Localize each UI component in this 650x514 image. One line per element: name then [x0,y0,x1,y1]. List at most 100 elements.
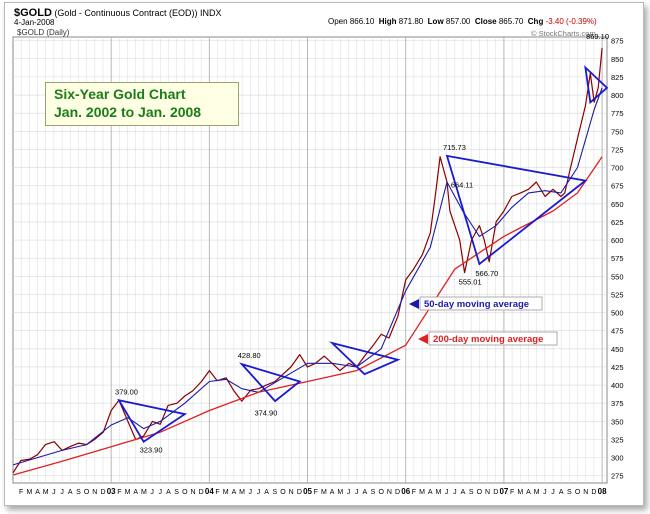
ma50-line [12,87,603,466]
x-tick-label: 06 [401,487,410,496]
x-tick-label: M [419,489,425,496]
x-tick-label: N [485,489,490,496]
x-tick-label: A [362,489,367,496]
x-tick-label: O [575,489,581,496]
x-tick-label: M [337,489,343,496]
x-tick-label: D [297,489,302,496]
y-tick-label: 775 [611,109,624,118]
price-annotation: 323.90 [140,445,163,454]
price-annotation: 715.73 [443,143,466,152]
x-tick-label: M [239,489,245,496]
x-tick-label: 07 [499,487,508,496]
x-tick-label: S [174,489,179,496]
trendline-triangle [445,154,588,266]
x-tick-label: N [92,489,97,496]
chart-date: 4-Jan-2008 [14,18,55,27]
x-tick-label: J [445,489,449,496]
x-tick-label: F [314,489,318,496]
x-tick-label: 08 [598,487,607,496]
y-tick-label: 300 [611,454,624,463]
quote-summary: Open 866.10 High 871.80 Low 857.00 Close… [328,17,597,26]
high-label: High [378,17,397,26]
y-tick-label: 375 [611,399,624,408]
price-chart: 275 300 325 350 375 400 425 450 475 500 525 550 575 6… [12,32,624,496]
x-tick-label: F [215,489,219,496]
x-tick-label: N [190,489,195,496]
x-tick-label: O [182,489,188,496]
x-tick-label: J [355,489,359,496]
ticker-symbol: $GOLD [14,7,52,19]
x-tick-label: A [559,489,564,496]
y-tick-label: 625 [611,218,624,227]
x-tick-label: D [591,489,596,496]
chart-header: $GOLD (Gold - Continuous Contract (EOD))… [14,7,222,19]
x-tick-label: O [477,489,483,496]
x-tick-label: A [68,489,73,496]
x-tick-label: F [412,489,416,496]
x-tick-label: O [280,489,286,496]
x-tick-label: A [166,489,171,496]
y-tick-label: 750 [611,127,624,136]
open-label: Open [328,17,348,26]
stockcharts-watermark: © StockCharts.com [531,29,596,38]
y-tick-label: 550 [611,272,624,281]
x-tick-label: D [199,489,204,496]
y-tick-label: 275 [611,472,624,481]
x-tick-label: A [133,489,138,496]
trendline-triangle [117,398,188,443]
x-tick-label: S [76,489,81,496]
price-annotation: 374.90 [254,408,277,417]
y-tick-label: 825 [611,73,624,82]
x-tick-label: J [347,489,351,496]
exchange-label: INDX [199,8,222,18]
y-tick-label: 725 [611,145,624,154]
x-tick-label: S [567,489,572,496]
x-tick-label: 04 [205,487,214,496]
y-tick-label: 450 [611,345,624,354]
callout-box [428,331,558,346]
price-annotation: 555.01 [459,278,482,287]
x-tick-label: J [257,489,261,496]
title-line-1: Six-Year Gold Chart [54,86,186,102]
chart-frame: $GOLD (Gold - Continuous Contract (EOD))… [4,2,644,506]
x-tick-label: J [453,489,457,496]
x-tick-label: M [125,489,131,496]
x-tick-label: F [117,489,121,496]
callout-label: 50-day moving average [424,299,529,310]
x-tick-label: A [330,489,335,496]
low-value: 857.00 [445,17,471,26]
price-annotation: 428.80 [238,351,261,360]
y-tick-label: 575 [611,254,624,263]
ma200-line [12,156,603,476]
x-tick-label: A [526,489,531,496]
x-tick-label: J [52,489,56,496]
x-tick-label: F [510,489,514,496]
x-tick-label: M [43,489,49,496]
x-tick-label: M [534,489,540,496]
title-line-2: Jan. 2002 to Jan. 2008 [54,104,202,120]
x-tick-label: J [159,489,163,496]
y-tick-label: 525 [611,290,624,299]
y-tick-label: 500 [611,309,624,318]
x-tick-label: D [493,489,498,496]
x-tick-label: O [84,489,90,496]
x-tick-label: J [150,489,154,496]
y-tick-label: 475 [611,327,624,336]
y-tick-label: 600 [611,236,624,245]
x-tick-label: A [232,489,237,496]
chart-subtitle: $GOLD (Daily) [17,28,70,37]
x-tick-label: M [517,489,523,496]
x-tick-label: S [371,489,376,496]
x-tick-label: S [469,489,474,496]
x-tick-label: M [436,489,442,496]
chg-label: Chg [527,17,544,26]
ma50-callout: 50-day moving average [409,296,543,311]
x-tick-label: M [26,489,32,496]
trendline-triangle [238,362,302,403]
x-tick-label: D [395,489,400,496]
ticker-description: (Gold - Continuous Contract (EOD)) [54,8,198,18]
x-tick-label: J [551,489,555,496]
ma200-callout: 200-day moving average [418,331,558,346]
x-tick-label: J [60,489,64,496]
y-tick-label: 700 [611,164,624,173]
